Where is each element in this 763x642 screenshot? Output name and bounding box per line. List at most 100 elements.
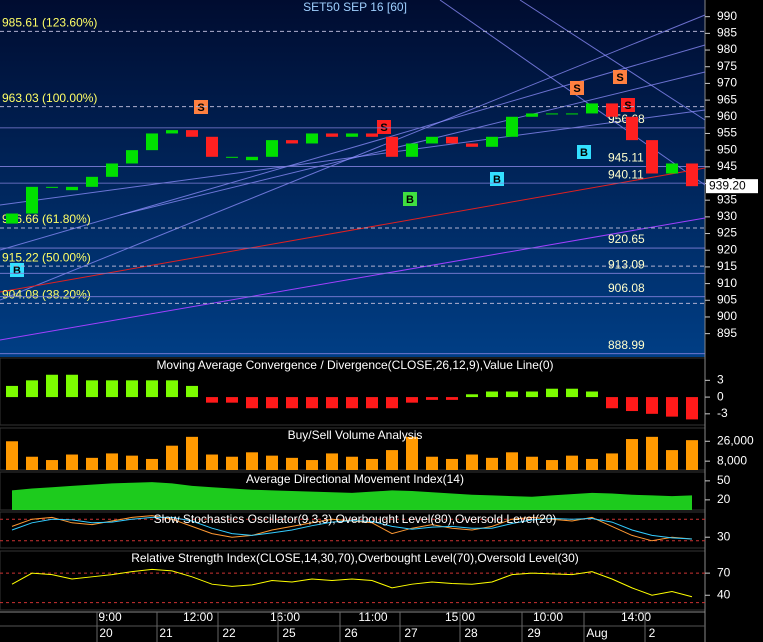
y-tick-label: 30 — [717, 529, 731, 543]
y-tick-label: 895 — [717, 326, 737, 340]
indicator-bar — [626, 397, 638, 412]
indicator-bar — [266, 397, 278, 409]
time-label: 14:00 — [621, 610, 651, 624]
indicator-bar — [26, 456, 38, 470]
indicator-bar — [166, 380, 178, 398]
candle — [6, 213, 18, 224]
y-tick-label: 3 — [717, 373, 724, 387]
panel-title: Moving Average Convergence / Divergence(… — [156, 358, 553, 372]
indicator-bar — [186, 436, 198, 470]
panel-title: Slow Stochastics Oscillator(9,3,3),Overb… — [154, 512, 557, 526]
indicator-bar — [386, 450, 398, 470]
panel-title: Average Directional Movement Index(14) — [246, 472, 464, 486]
candle — [226, 156, 238, 158]
y-tick-label: 945 — [717, 159, 737, 173]
indicator-bar — [566, 388, 578, 398]
indicator-bar — [106, 453, 118, 470]
indicator-bar — [166, 445, 178, 470]
rsi-panel-bg — [0, 550, 706, 611]
indicator-bar — [486, 391, 498, 398]
indicator-bar — [66, 374, 78, 398]
candle — [206, 136, 218, 157]
y-tick-label: 950 — [717, 142, 737, 156]
candle — [106, 163, 118, 177]
candle — [266, 140, 278, 157]
indicator-bar — [186, 385, 198, 398]
last-price-box — [706, 179, 758, 194]
y-tick-label: 70 — [717, 565, 731, 579]
time-label: 16:00 — [270, 610, 300, 624]
level-label: 945.11 — [608, 151, 644, 165]
candle — [326, 133, 338, 137]
indicator-bar — [546, 460, 558, 470]
signal-box — [621, 98, 635, 112]
indicator-bar — [266, 455, 278, 470]
y-tick-label: 955 — [717, 126, 737, 140]
y-tick-label: 26,000 — [717, 433, 754, 447]
indicator-bar — [26, 380, 38, 398]
candle — [606, 103, 618, 117]
fib-label: 904.08 (38.20%) — [2, 288, 91, 302]
indicator-bar — [326, 397, 338, 409]
y-tick-label: 0 — [717, 389, 724, 403]
candle — [146, 133, 158, 151]
indicator-bar — [626, 439, 638, 470]
chart-title: SET50 SEP 16 [60] — [303, 0, 407, 14]
trend-line — [519, 0, 706, 121]
indicator-bar — [526, 456, 538, 470]
moving-average — [0, 217, 706, 341]
level-label: 888.99 — [608, 338, 645, 352]
signal-box — [570, 81, 584, 95]
fib-label: 926.66 (61.80%) — [2, 212, 91, 226]
indicator-line — [11, 516, 693, 540]
indicator-bar — [326, 453, 338, 470]
candle — [386, 136, 398, 157]
indicator-bar — [646, 397, 658, 414]
fib-label: 985.61 (123.60%) — [2, 16, 97, 30]
indicator-bar — [426, 456, 438, 470]
indicator-bar — [246, 452, 258, 470]
indicator-bar — [86, 457, 98, 470]
panel-title: Relative Strength Index(CLOSE,14,30,70),… — [131, 551, 579, 565]
date-label: 2 — [649, 626, 656, 640]
time-axis: 9:00 12:00 16:00 11:00 15:00 10:00 14:00… — [96, 610, 656, 642]
indicator-bar — [206, 397, 218, 403]
indicator-bar — [306, 397, 318, 409]
date-label: 29 — [527, 626, 541, 640]
candle — [126, 150, 138, 164]
candle — [66, 186, 78, 191]
indicator-bar — [466, 454, 478, 470]
y-tick-label: 975 — [717, 59, 737, 73]
y-tick-label: 20 — [717, 492, 731, 506]
signal-box — [194, 100, 208, 114]
indicator-bar — [346, 397, 358, 409]
signal-label: S — [197, 102, 204, 114]
candle — [426, 136, 438, 144]
indicator-bar — [386, 397, 398, 409]
indicator-bar — [566, 455, 578, 470]
signal-box — [613, 70, 627, 84]
candle — [466, 143, 478, 147]
indicator-bar — [586, 391, 598, 398]
indicator-bar — [506, 391, 518, 398]
y-tick-label: 40 — [717, 587, 731, 601]
indicator-bar — [306, 460, 318, 470]
indicator-bar — [126, 380, 138, 398]
y-tick-label: 915 — [717, 259, 737, 273]
signal-label: B — [406, 194, 414, 206]
indicator-bar — [286, 457, 298, 470]
indicator-bar — [606, 397, 618, 409]
indicator-bar — [686, 397, 698, 420]
date-label: 25 — [282, 626, 296, 640]
indicator-bar — [606, 453, 618, 470]
indicator-bar — [46, 374, 58, 398]
candle — [546, 113, 558, 115]
signal-label: S — [573, 83, 580, 95]
time-label: 12:00 — [183, 610, 213, 624]
candle — [526, 113, 538, 117]
last-price-label: 939.20 — [709, 178, 746, 192]
indicator-bar — [46, 460, 58, 470]
candle — [86, 176, 98, 187]
time-label: 9:00 — [98, 610, 122, 624]
